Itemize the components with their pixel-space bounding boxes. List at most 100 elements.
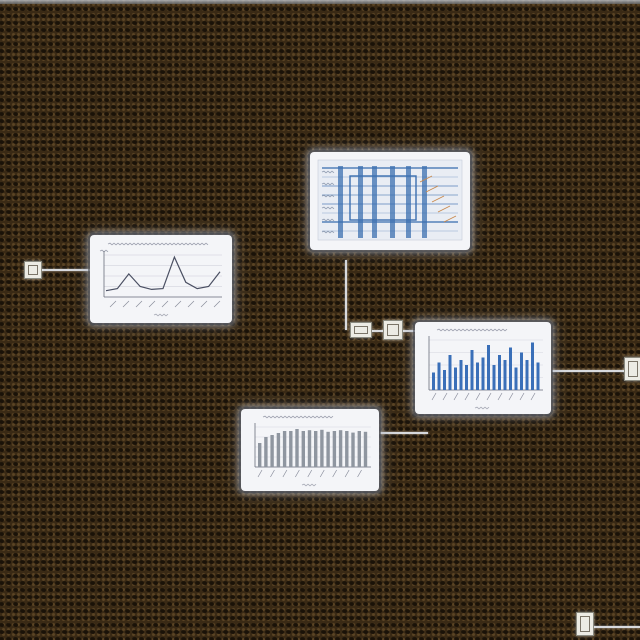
flow-label-scribble <box>321 206 335 210</box>
grey-chart-bar <box>326 431 330 467</box>
bar-chart-panel-grey <box>241 409 379 491</box>
grey-chart-bar <box>320 429 324 467</box>
blue-chart-bar <box>454 367 457 390</box>
x-axis-label-scribble <box>153 313 169 317</box>
grey-chart-title-scribble <box>262 415 334 419</box>
blue-chart-bar <box>487 345 490 390</box>
bar-chart-figure-grey <box>254 415 371 487</box>
blue-chart-bar <box>432 372 435 390</box>
connector-wire <box>345 260 347 330</box>
x-tick-label <box>135 300 143 308</box>
grey-chart-tick-label <box>344 469 350 478</box>
series-line <box>105 255 221 292</box>
blue-chart-bar <box>498 355 501 390</box>
flow-diagram-figure <box>317 159 463 241</box>
flow-label-scribble <box>321 218 335 222</box>
grey-chart-tick-label <box>270 469 275 478</box>
grey-chart-bar <box>332 431 337 467</box>
flow-accent <box>431 195 445 203</box>
grey-chart-bar <box>314 431 318 467</box>
flow-accent <box>437 205 451 213</box>
bar-chart-figure-blue <box>428 328 543 410</box>
connector-node <box>350 322 372 338</box>
flow-label-scribble <box>321 182 335 186</box>
x-tick-label <box>213 300 221 308</box>
x-tick-label <box>109 300 117 308</box>
blue-chart-tick-label <box>486 392 492 401</box>
blue-chart-bar <box>476 362 479 390</box>
grey-chart-bar <box>351 432 355 467</box>
grey-chart-bar <box>270 435 274 467</box>
blue-chart-title-scribble <box>436 328 508 332</box>
blue-chart-bar <box>470 350 474 390</box>
grey-chart-bar <box>363 431 368 467</box>
flow-box <box>349 175 417 221</box>
line-chart-panel <box>90 235 232 323</box>
flow-column <box>422 166 427 238</box>
grey-chart-bar <box>258 443 262 467</box>
x-tick-label <box>187 300 195 308</box>
flow-column <box>390 166 395 238</box>
bar-chart-panel-blue <box>415 322 551 414</box>
grey-chart-tick-label <box>319 469 325 478</box>
grey-chart-bar <box>345 431 349 467</box>
grey-chart-tick-label <box>257 469 263 478</box>
grey-chart-bar <box>276 433 281 467</box>
blue-chart-tick-label <box>497 392 503 401</box>
grey-chart-bar <box>282 431 287 467</box>
connector-wire <box>590 626 640 628</box>
flow-column <box>358 166 363 238</box>
blue-chart-bar <box>536 362 540 390</box>
blue-chart-bar <box>503 360 507 390</box>
blue-chart-bar <box>437 362 441 390</box>
blue-chart-tick-label <box>508 392 514 401</box>
blue-chart-x-axis-label-scribble <box>474 406 490 410</box>
x-tick-label <box>174 300 182 308</box>
connector-wire <box>380 432 428 434</box>
grey-chart-bar <box>264 437 268 467</box>
blue-chart-tick-label <box>431 392 437 401</box>
flow-column <box>372 166 377 238</box>
blue-chart-tick-label <box>464 392 470 401</box>
flow-label-scribble <box>321 170 335 174</box>
connector-node <box>624 357 640 381</box>
blue-chart-bar <box>465 365 468 390</box>
blue-chart-bar <box>514 367 518 390</box>
grey-chart-tick-label <box>332 469 337 478</box>
grey-chart-bar <box>307 430 312 467</box>
flow-column <box>338 166 343 238</box>
connector-wire <box>552 370 626 372</box>
blue-chart-bar <box>443 370 446 390</box>
grey-chart-bar <box>338 430 343 467</box>
flow-accent <box>419 175 433 183</box>
grey-chart-bar <box>289 431 293 467</box>
grey-chart-tick-label <box>295 469 300 478</box>
x-tick-label <box>148 300 156 308</box>
flow-column <box>406 166 411 238</box>
grey-chart-tick-label <box>282 469 288 478</box>
flow-diagram-panel <box>310 152 470 250</box>
top-edge-strip <box>0 0 640 4</box>
connector-node <box>576 612 594 636</box>
connector-wire <box>38 269 90 271</box>
blue-chart-tick-label <box>442 392 448 401</box>
blue-chart-bar <box>531 342 534 390</box>
blue-chart-tick-label <box>519 392 525 401</box>
flow-label-scribble <box>321 194 335 198</box>
blue-chart-bar <box>459 360 463 390</box>
grey-chart-tick-label <box>307 469 313 478</box>
blue-chart-bar <box>525 360 529 390</box>
line-chart-figure <box>99 242 222 317</box>
grey-chart-x-axis-label-scribble <box>301 483 317 487</box>
connector-node <box>383 320 403 340</box>
panel-title-scribble <box>107 242 209 246</box>
grey-chart-bar <box>301 431 305 467</box>
blue-chart-bar <box>448 355 452 390</box>
blue-chart-tick-label <box>530 392 536 401</box>
x-tick-label <box>200 300 208 308</box>
flow-accent <box>443 215 457 223</box>
blue-chart-bar <box>492 365 496 390</box>
x-tick-label <box>161 300 169 308</box>
blue-chart-bar <box>509 347 512 390</box>
